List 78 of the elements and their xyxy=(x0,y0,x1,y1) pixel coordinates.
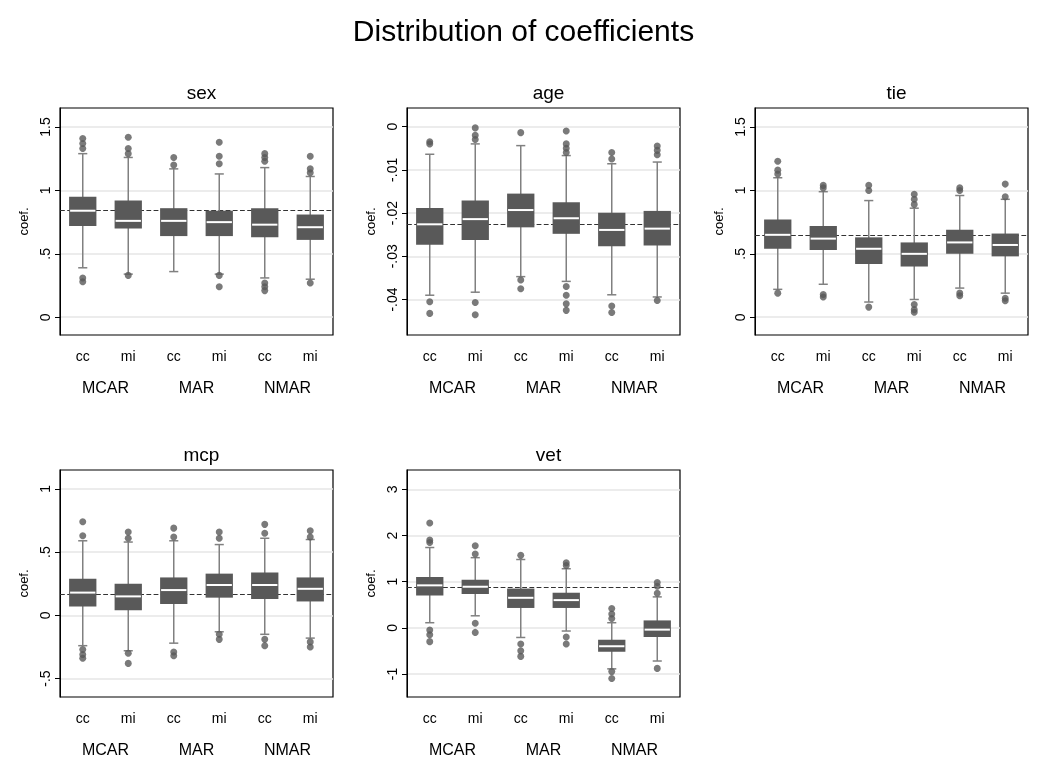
text: NMAR xyxy=(610,378,659,396)
y-axis-title: coef. xyxy=(16,207,31,236)
text: Distribution of coefficients xyxy=(351,13,696,49)
text: MAR xyxy=(178,740,215,758)
y-tick-label: 0 xyxy=(732,313,748,322)
x-tick-label: cc xyxy=(75,710,90,726)
x-tick-label: cc xyxy=(166,348,181,364)
x-tick-label: mi xyxy=(815,348,831,364)
x-tick-label: mi xyxy=(558,348,574,364)
text: MAR xyxy=(178,378,215,396)
y-axis-title: coef. xyxy=(363,569,378,598)
x-tick-label: cc xyxy=(513,348,528,364)
y-tick-label: 0 xyxy=(37,313,53,322)
y-axis-title: coef. xyxy=(711,207,726,236)
y-tick-label: 1 xyxy=(384,577,400,586)
y-tick-label: 0 xyxy=(384,122,400,131)
x-tick-label: cc xyxy=(861,348,876,364)
x-tick-label: mi xyxy=(649,348,665,364)
x-tick-label: cc xyxy=(257,348,272,364)
y-axis-title: coef. xyxy=(16,569,31,598)
y-tick-label: .5 xyxy=(37,546,53,558)
y-axis-title: coef. xyxy=(363,207,378,236)
chart-title: vet xyxy=(535,444,562,465)
text: MCAR xyxy=(776,378,825,396)
x-tick-label: mi xyxy=(558,710,574,726)
text: NMAR xyxy=(958,378,1007,396)
x-tick-label: cc xyxy=(257,710,272,726)
y-tick-label: .5 xyxy=(732,247,748,260)
x-tick-label: cc xyxy=(604,710,619,726)
x-tick-label: cc xyxy=(770,348,785,364)
text: MAR xyxy=(525,378,562,396)
y-tick-label: 2 xyxy=(384,531,400,540)
y-tick-label: 1.5 xyxy=(732,117,748,137)
text: MCAR xyxy=(81,378,130,396)
y-tick-label: 1 xyxy=(37,484,53,493)
x-tick-label: mi xyxy=(906,348,922,364)
chart-title: sex xyxy=(186,82,217,103)
y-tick-label: 1 xyxy=(732,186,748,195)
y-tick-label: .5 xyxy=(37,247,53,260)
x-tick-label: mi xyxy=(302,710,318,726)
y-tick-label: 1.5 xyxy=(37,117,53,137)
x-tick-label: cc xyxy=(166,710,181,726)
x-tick-label: cc xyxy=(75,348,90,364)
text: MCAR xyxy=(428,740,477,758)
x-tick-label: cc xyxy=(952,348,967,364)
text: NMAR xyxy=(263,378,312,396)
x-tick-label: mi xyxy=(302,348,318,364)
chart-title: age xyxy=(532,82,565,103)
text: NMAR xyxy=(610,740,659,758)
y-tick-label: 0 xyxy=(384,623,400,632)
x-tick-label: mi xyxy=(211,348,227,364)
y-tick-label: -.03 xyxy=(384,244,400,269)
y-tick-label: -.5 xyxy=(37,670,53,687)
text: MCAR xyxy=(428,378,477,396)
x-tick-label: mi xyxy=(467,348,483,364)
x-tick-label: cc xyxy=(604,348,619,364)
text: MCAR xyxy=(81,740,130,758)
x-tick-label: cc xyxy=(513,710,528,726)
x-tick-label: mi xyxy=(211,710,227,726)
x-tick-label: cc xyxy=(422,710,437,726)
text: NMAR xyxy=(263,740,312,758)
y-tick-label: 1 xyxy=(37,186,53,195)
chart-title: mcp xyxy=(183,444,220,465)
x-tick-label: mi xyxy=(997,348,1013,364)
x-tick-label: mi xyxy=(120,348,136,364)
y-tick-label: -1 xyxy=(384,667,400,681)
text: MAR xyxy=(525,740,562,758)
x-tick-label: mi xyxy=(467,710,483,726)
y-tick-label: -.02 xyxy=(384,200,400,226)
y-tick-label: 0 xyxy=(37,611,53,620)
y-tick-label: 3 xyxy=(384,485,400,494)
text: MAR xyxy=(873,378,910,396)
x-tick-label: mi xyxy=(649,710,665,726)
x-tick-label: cc xyxy=(422,348,437,364)
chart-title: tie xyxy=(886,82,907,103)
y-tick-label: -.04 xyxy=(384,287,400,312)
x-tick-label: mi xyxy=(120,710,136,726)
y-tick-label: -.01 xyxy=(384,157,400,182)
